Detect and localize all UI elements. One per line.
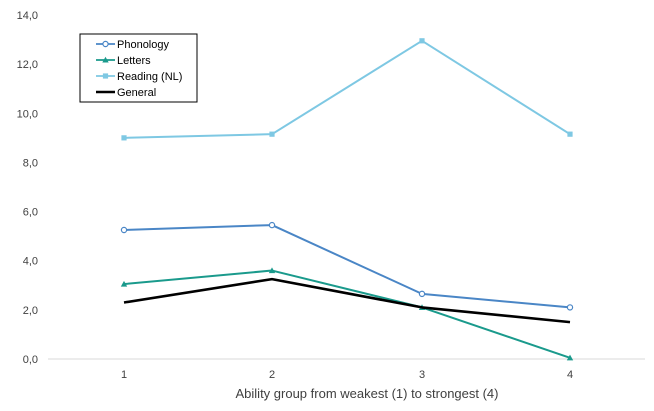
series-line — [123, 224, 571, 309]
data-point — [567, 131, 573, 137]
y-tick-label: 14,0 — [17, 10, 38, 22]
legend: Phonology Letters Reading (NL) General — [79, 33, 198, 103]
x-tick-label: 1 — [121, 369, 127, 381]
data-point — [566, 354, 574, 361]
data-point — [269, 131, 275, 137]
data-point — [566, 304, 574, 311]
x-tick-label: 3 — [419, 369, 425, 381]
series-line — [123, 269, 571, 359]
data-point — [120, 280, 128, 287]
series-layer — [120, 38, 574, 361]
data-point — [419, 38, 425, 44]
legend-entry: Reading (NL) — [96, 71, 182, 83]
y-tick-label: 4,0 — [23, 256, 38, 268]
legend-entry: Phonology — [96, 39, 169, 51]
legend-marker — [102, 40, 109, 48]
data-point — [120, 226, 128, 234]
x-tick-label: 2 — [269, 369, 275, 381]
series-line — [123, 277, 571, 324]
legend-marker — [102, 73, 109, 79]
data-point — [121, 135, 127, 141]
data-point — [268, 267, 276, 274]
legend-marker — [102, 56, 109, 63]
legend-label: Letters — [117, 55, 151, 67]
y-tick-label: 2,0 — [23, 305, 38, 317]
legend-label: General — [117, 87, 156, 99]
y-tick-label: 0,0 — [23, 354, 38, 366]
x-tick-label: 4 — [567, 369, 573, 381]
legend-label: Reading (NL) — [117, 71, 182, 83]
legend-label: Phonology — [117, 39, 169, 51]
y-tick-label: 6,0 — [23, 207, 38, 219]
data-point — [268, 221, 276, 229]
y-tick-label: 12,0 — [17, 59, 38, 71]
y-axis-ticks: 0,0 2,0 4,0 6,0 8,0 10,0 12,0 14,0 — [17, 10, 38, 366]
legend-entry: General — [96, 87, 156, 99]
y-tick-label: 8,0 — [23, 157, 38, 169]
data-point — [418, 290, 426, 298]
series-phonology — [120, 221, 574, 311]
series-line — [123, 39, 571, 139]
x-axis-ticks: 1 2 3 4 — [121, 369, 573, 381]
x-axis-title: Ability group from weakest (1) to strong… — [236, 386, 499, 401]
legend-box — [79, 33, 198, 103]
series-letters — [120, 267, 574, 361]
legend-entry: Letters — [96, 55, 151, 67]
y-tick-label: 10,0 — [17, 108, 38, 120]
series-reading-nl — [121, 38, 573, 141]
series-general — [123, 277, 571, 324]
